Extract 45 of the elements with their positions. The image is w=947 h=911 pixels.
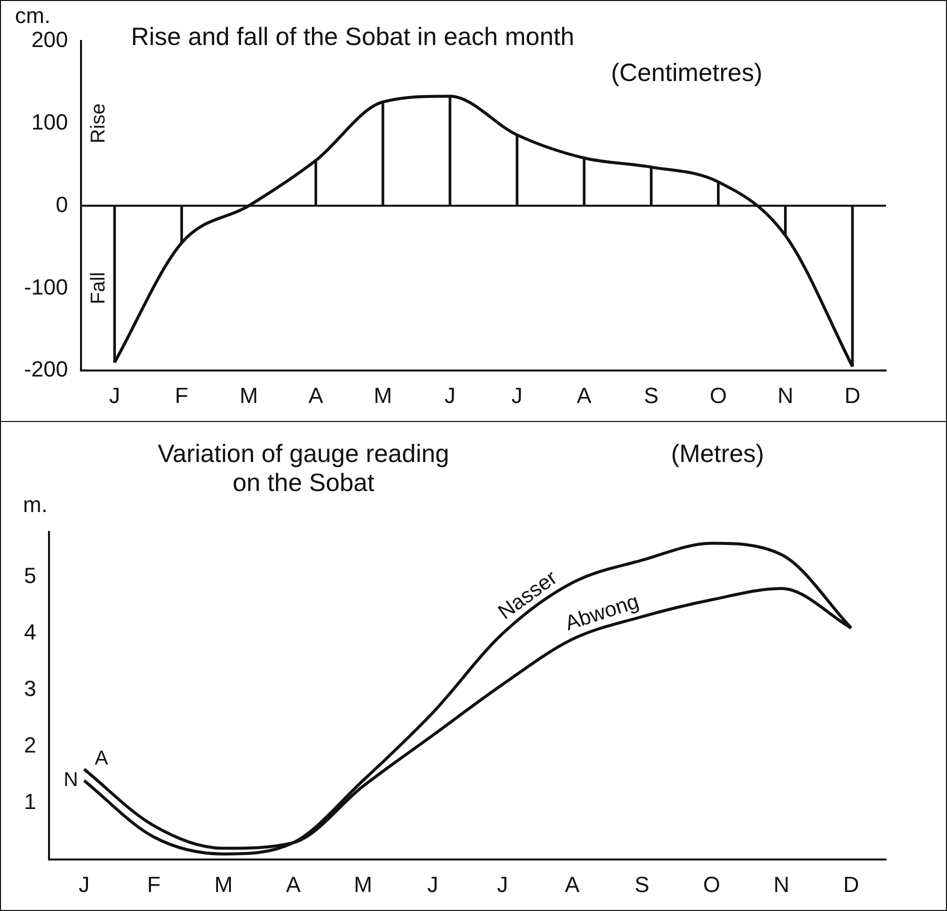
y-tick-label: 0 bbox=[56, 192, 68, 217]
x-tick-label: F bbox=[147, 872, 161, 897]
x-tick-label: A bbox=[576, 382, 592, 408]
annotation: A bbox=[94, 748, 109, 770]
x-tick-label: D bbox=[844, 382, 860, 408]
y-tick-label: 3 bbox=[24, 676, 36, 702]
x-tick-label: N bbox=[773, 872, 790, 897]
x-tick-label: A bbox=[564, 872, 580, 897]
chart-subtitle: (Metres) bbox=[671, 440, 764, 469]
x-tick-label: S bbox=[634, 872, 650, 897]
x-tick-label: J bbox=[512, 382, 523, 408]
x-tick-label: A bbox=[308, 382, 324, 408]
x-tick-label: J bbox=[78, 872, 90, 897]
x-tick-label: A bbox=[286, 872, 301, 897]
x-tick-label: J bbox=[427, 872, 438, 897]
x-tick-label: N bbox=[777, 382, 794, 408]
x-tick-label: M bbox=[240, 382, 258, 408]
y-tick-label: 5 bbox=[24, 563, 36, 588]
x-tick-label: J bbox=[496, 872, 508, 897]
y-tick-label: 2 bbox=[24, 732, 36, 758]
x-tick-label: O bbox=[703, 872, 720, 897]
y-axis-title: m. bbox=[23, 492, 48, 518]
y-tick-label: 100 bbox=[31, 109, 68, 134]
x-tick-label: M bbox=[374, 382, 392, 408]
x-tick-label: M bbox=[354, 872, 372, 897]
text: Abwong bbox=[562, 590, 642, 636]
x-tick-label: J bbox=[444, 382, 456, 408]
y-tick-label: -100 bbox=[24, 274, 68, 300]
annotation: N bbox=[64, 769, 78, 792]
text: (Centimetres) bbox=[611, 59, 762, 88]
y-tick-label: -200 bbox=[24, 356, 68, 382]
chart-title: Rise and fall of the Sobat in each month bbox=[131, 23, 574, 52]
x-tick-label: F bbox=[174, 382, 188, 408]
annotation: Rise bbox=[88, 103, 110, 144]
y-tick-label: 200 bbox=[31, 27, 68, 52]
chart-title: Variation of gauge reading on the Sobat bbox=[156, 440, 450, 498]
x-tick-label: O bbox=[710, 382, 727, 408]
x-tick-label: D bbox=[843, 872, 860, 897]
y-tick-label: 1 bbox=[24, 789, 36, 814]
x-tick-label: S bbox=[644, 382, 659, 408]
annotation: Fall bbox=[88, 272, 110, 304]
x-tick-label: M bbox=[214, 872, 233, 897]
x-tick-label: J bbox=[109, 382, 120, 408]
y-axis-title: cm. bbox=[15, 3, 50, 29]
y-tick-label: 4 bbox=[24, 620, 36, 645]
